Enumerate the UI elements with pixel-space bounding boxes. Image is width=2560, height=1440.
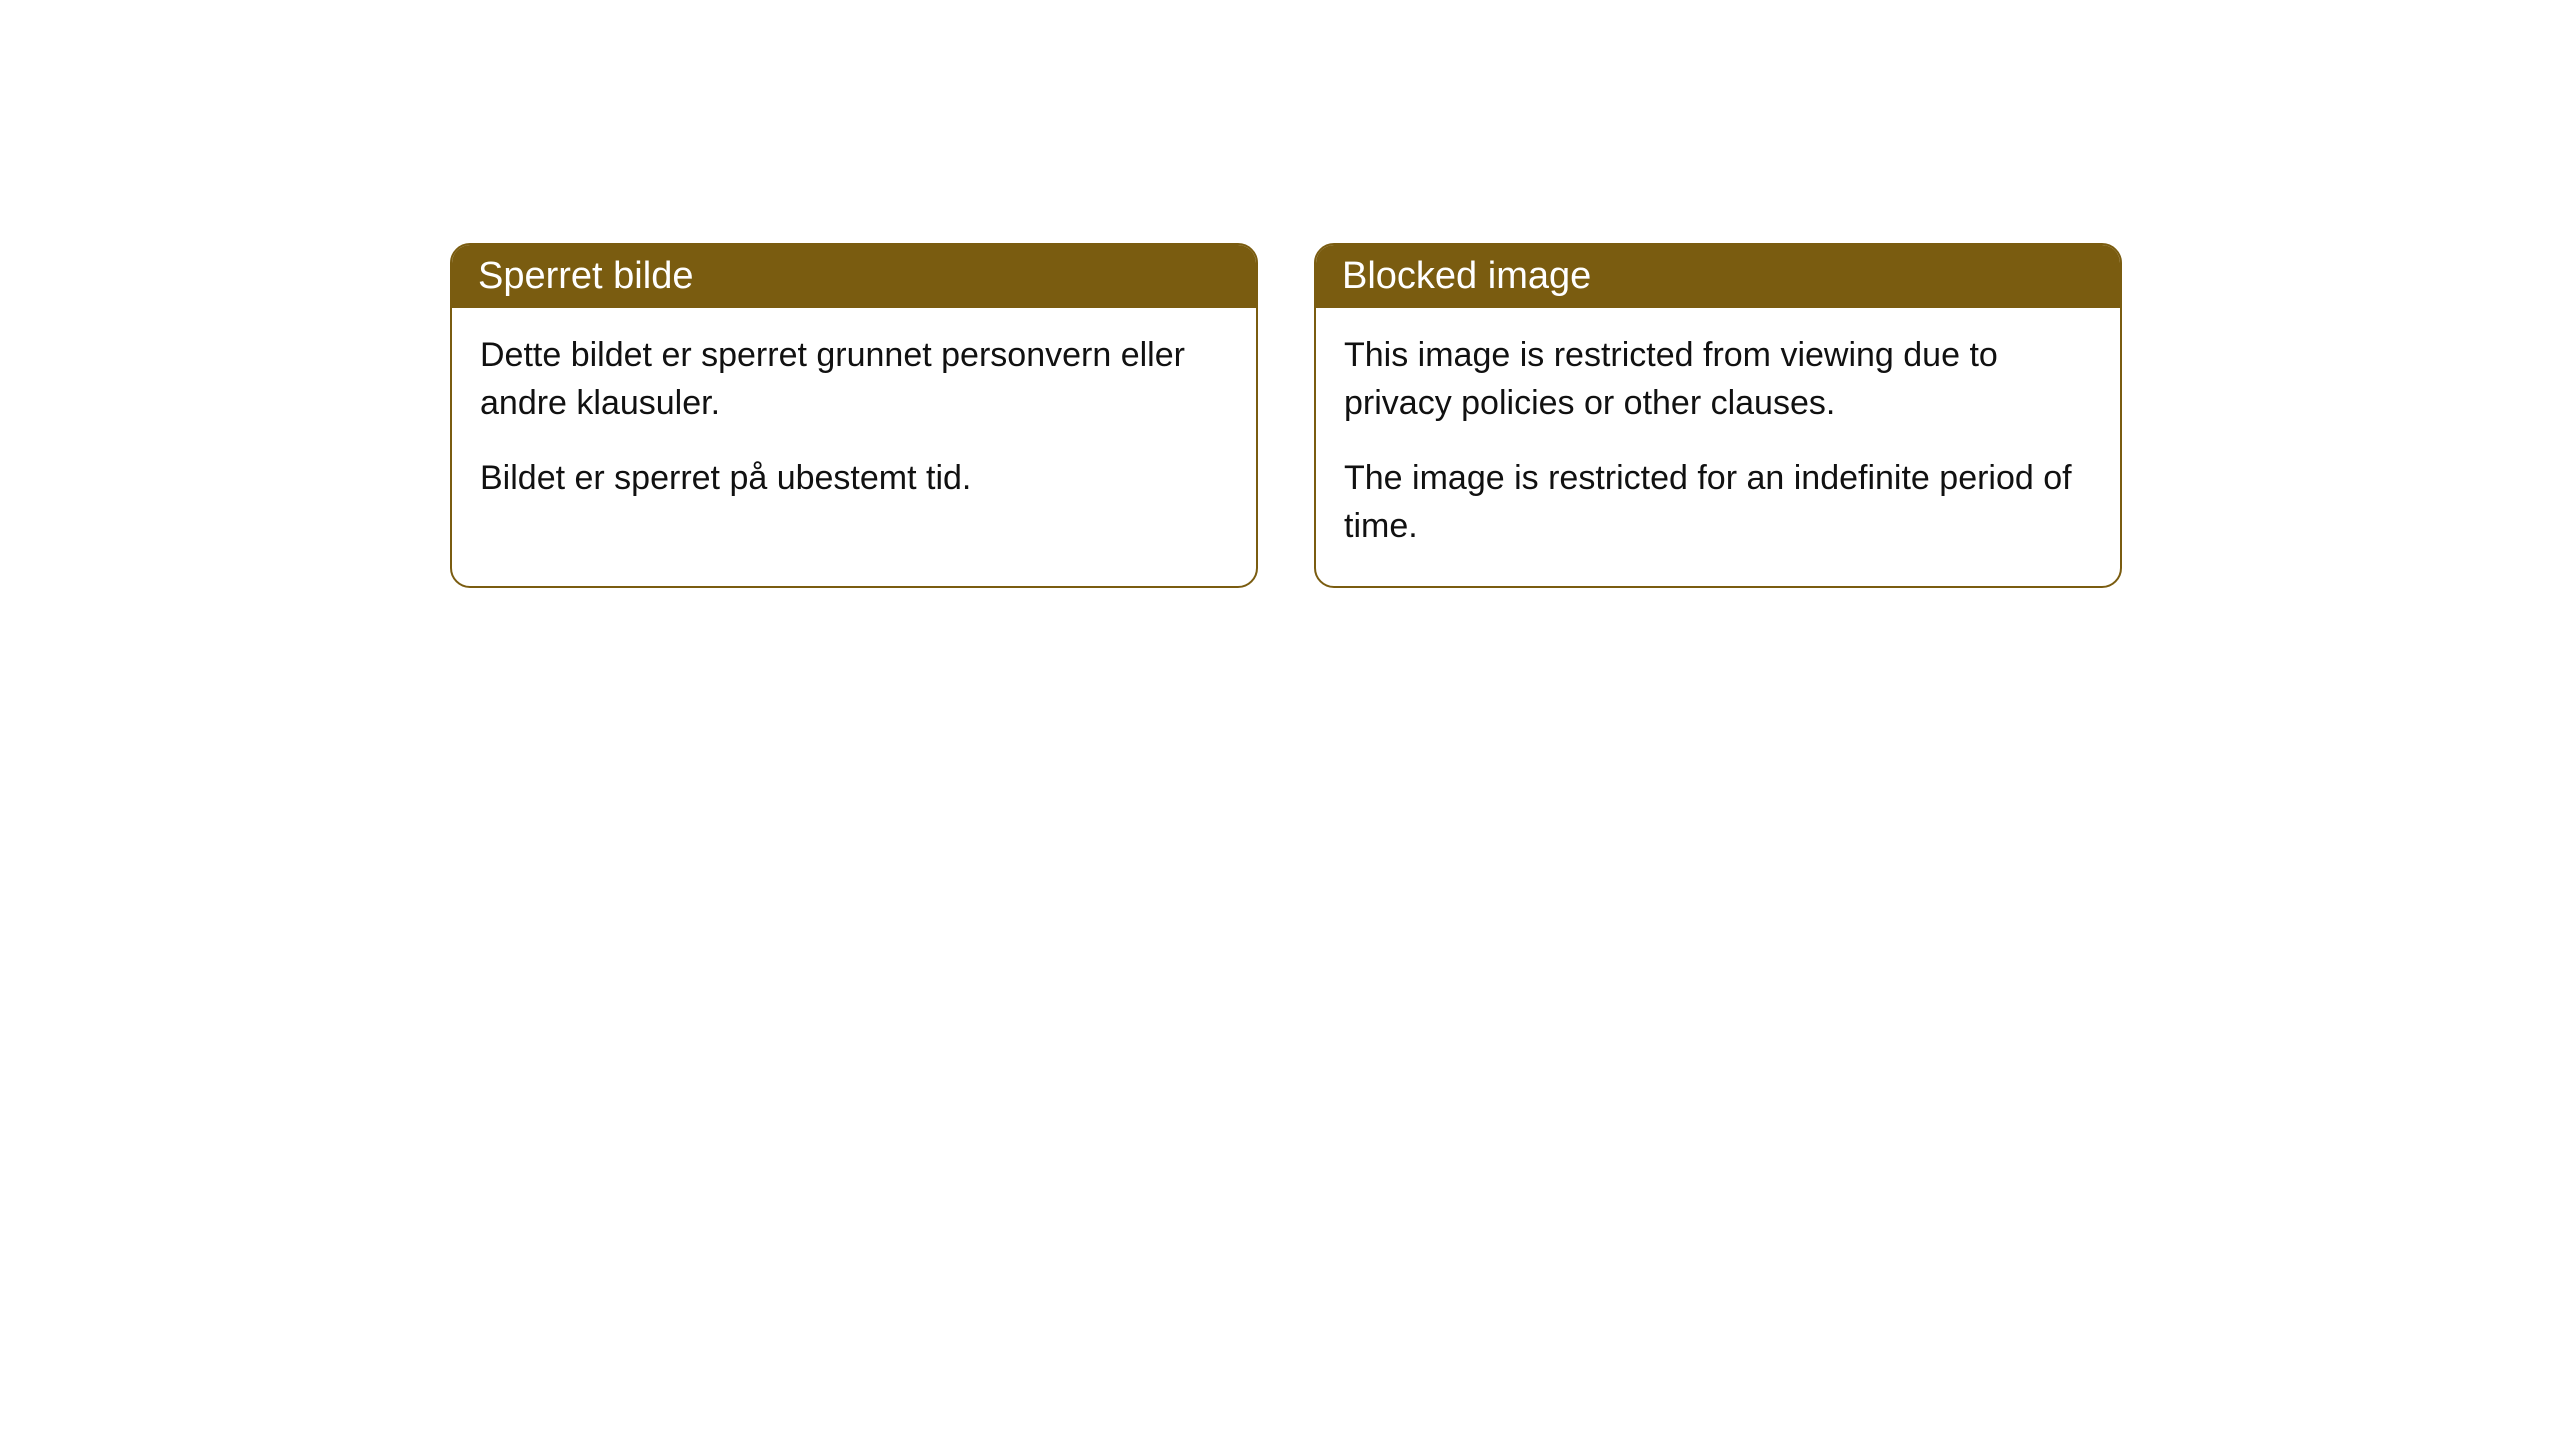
blocked-image-card-no: Sperret bilde Dette bildet er sperret gr… [450,243,1258,588]
card-paragraph1-no: Dette bildet er sperret grunnet personve… [480,332,1228,427]
card-body-no: Dette bildet er sperret grunnet personve… [452,308,1256,539]
card-header-en: Blocked image [1316,245,2120,308]
card-paragraph1-en: This image is restricted from viewing du… [1344,332,2092,427]
cards-container: Sperret bilde Dette bildet er sperret gr… [450,243,2122,588]
card-title-no: Sperret bilde [478,255,693,297]
card-header-no: Sperret bilde [452,245,1256,308]
card-paragraph2-en: The image is restricted for an indefinit… [1344,455,2092,550]
card-title-en: Blocked image [1342,255,1591,297]
card-body-en: This image is restricted from viewing du… [1316,308,2120,586]
card-paragraph2-no: Bildet er sperret på ubestemt tid. [480,455,1228,503]
blocked-image-card-en: Blocked image This image is restricted f… [1314,243,2122,588]
